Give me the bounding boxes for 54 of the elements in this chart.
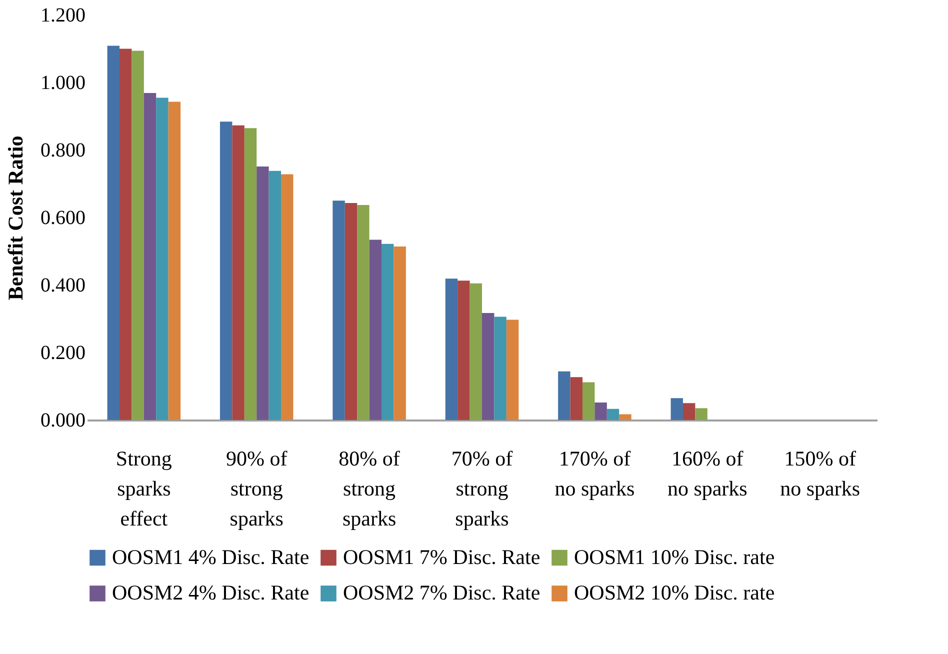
bar [332, 200, 345, 420]
bar [344, 202, 358, 420]
legend-label: OOSM2 4% Disc. Rate [112, 580, 310, 604]
x-tick-label: 80% of strong sparks [338, 446, 400, 530]
bar [506, 320, 519, 420]
bar [357, 205, 370, 420]
x-tick-label: Strong sparks effect [116, 446, 172, 530]
legend-label: OOSM2 7% Disc. Rate [343, 580, 540, 604]
bar [594, 402, 607, 420]
bar [369, 240, 382, 420]
bar [445, 278, 458, 420]
bar [281, 174, 294, 420]
bar [119, 48, 132, 420]
bar [132, 50, 144, 420]
bar [606, 408, 620, 420]
legend-label: OOSM1 10% Disc. rate [574, 544, 775, 569]
x-tick-label: 90% of strong sparks [226, 446, 288, 530]
bar [268, 170, 282, 420]
y-tick-label: 0.000 [40, 410, 86, 432]
x-tick-label: 160% of no sparks [667, 446, 748, 500]
y-tick-label: 0.600 [40, 207, 86, 229]
y-tick-label: 0.200 [40, 342, 86, 364]
y-tick-label: 1.000 [40, 72, 86, 94]
bar [670, 398, 683, 420]
y-tick-label: 1.200 [40, 4, 86, 26]
y-axis-title: Benefit Cost Ratio [4, 136, 28, 300]
bar [558, 371, 570, 420]
bar [168, 102, 181, 420]
bar [382, 244, 394, 420]
bar [144, 92, 156, 420]
bar [220, 122, 232, 420]
bar [232, 125, 244, 420]
bar [695, 408, 708, 420]
x-tick-label: 170% of no sparks [554, 446, 635, 500]
legend-label: OOSM1 4% Disc. Rate [112, 544, 310, 569]
bar [244, 128, 257, 420]
bar [482, 313, 494, 420]
bar [394, 246, 406, 420]
bar [682, 403, 696, 420]
bar [570, 377, 582, 420]
bar [582, 382, 595, 420]
bar [494, 316, 506, 420]
legend-label: OOSM2 10% Disc. rate [574, 580, 775, 604]
x-tick-label: 70% of strong sparks [451, 446, 513, 530]
bar [458, 280, 470, 420]
y-tick-label: 0.400 [40, 274, 86, 296]
bar [256, 166, 269, 420]
bar [156, 98, 168, 420]
bar [470, 283, 482, 420]
bar [107, 46, 120, 420]
bar [619, 414, 632, 420]
legend-label: OOSM1 7% Disc. Rate [343, 544, 540, 569]
y-tick-label: 0.800 [40, 140, 86, 162]
x-tick-label: 150% of no sparks [780, 446, 860, 500]
